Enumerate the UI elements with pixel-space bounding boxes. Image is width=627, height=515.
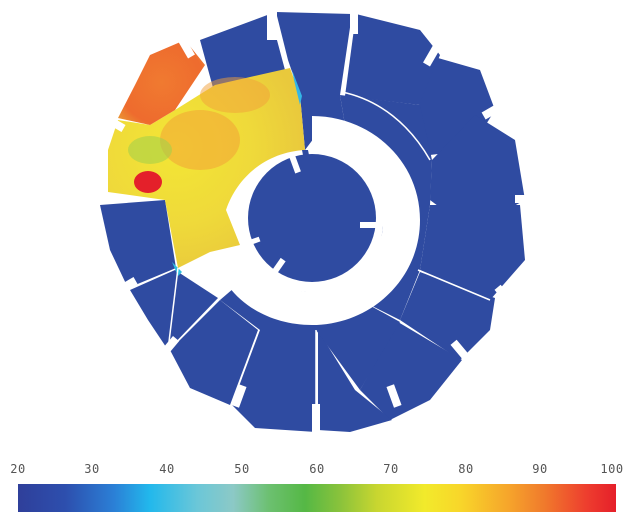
sector-bottom-center-right [318, 330, 392, 432]
sector-bottom-left [170, 300, 258, 405]
colorbar-tick-labels: 20 30 40 50 60 70 80 90 100 [0, 462, 627, 480]
cyan-edge-lower [172, 262, 182, 276]
tick-label: 90 [532, 462, 548, 476]
cyan-edge [292, 70, 302, 105]
tick-label: 40 [159, 462, 175, 476]
sector-bottom-center [232, 330, 316, 432]
white-annulus [210, 116, 420, 325]
tick-label: 100 [600, 462, 624, 476]
sector-gaps [98, 10, 529, 434]
hot-sector [108, 40, 305, 276]
tick-label: 70 [383, 462, 399, 476]
sector-right-1 [430, 115, 525, 230]
sector-heatmap-diagram [98, 10, 529, 434]
sector-top [276, 12, 352, 95]
sector-right-2 [420, 205, 525, 300]
tick-label: 20 [10, 462, 26, 476]
core-disc [248, 154, 376, 282]
cut-lines [167, 91, 491, 432]
sector-right-3 [400, 272, 495, 360]
tick-label: 50 [234, 462, 250, 476]
green-patch [128, 136, 172, 164]
hot-sector-outer [118, 40, 205, 125]
hot-spot [134, 171, 162, 193]
orange-patch-2 [200, 77, 270, 113]
sector-top-right [345, 14, 440, 105]
core [248, 150, 376, 282]
outer-ring [100, 12, 525, 432]
colorbar [18, 484, 616, 512]
tick-label: 60 [309, 462, 325, 476]
sector-left-bottom [130, 270, 218, 350]
tick-label: 30 [84, 462, 100, 476]
sector-left-mid [100, 200, 176, 288]
core-tab-top [302, 150, 310, 160]
orange-patch-1 [160, 110, 240, 170]
tick-label: 80 [458, 462, 474, 476]
